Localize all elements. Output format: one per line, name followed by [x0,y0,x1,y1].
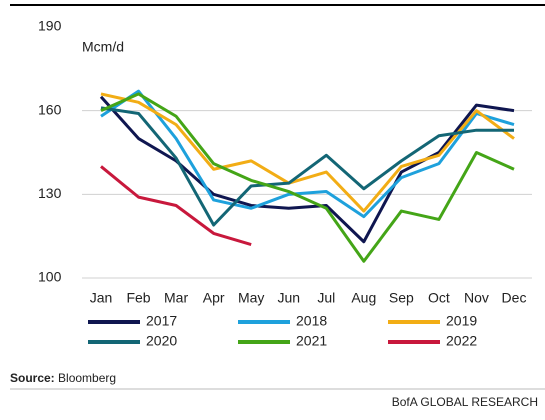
x-tick-label: Jan [90,290,113,306]
x-tick-label: May [238,290,264,306]
y-tick-label: 160 [38,101,62,117]
series-line [100,89,515,219]
source-text: Bloomberg [58,371,116,385]
credit: BofA GLOBAL RESEARCH [392,395,538,409]
x-tick-label: Apr [203,290,225,306]
legend-label: 2021 [296,333,327,349]
series-line [100,106,514,227]
x-tick-label: Mar [164,290,188,306]
legend-label: 2020 [146,333,177,349]
legend-label: 2017 [146,313,177,329]
legend-label: 2018 [296,313,327,329]
y-tick-label: 190 [38,18,62,34]
x-tick-label: Feb [126,290,150,306]
legend-label: 2022 [446,333,477,349]
x-tick-label: Sep [389,290,414,306]
y-axis-label: Mcm/d [82,39,124,55]
x-tick-label: Aug [351,290,376,306]
series-line [100,165,252,246]
y-tick-label: 130 [38,185,62,201]
series-line [100,92,515,263]
x-tick-label: Jun [277,290,300,306]
y-tick-label: 100 [38,269,62,285]
x-tick-label: Oct [428,290,450,306]
x-tick-label: Nov [464,290,489,306]
legend-label: 2019 [446,313,477,329]
x-tick-label: Jul [317,290,335,306]
source-label: Source: [10,371,55,385]
x-tick-label: Dec [502,290,527,306]
source: Source: Bloomberg [10,371,116,385]
series-line [100,92,515,213]
series-line [99,95,515,244]
